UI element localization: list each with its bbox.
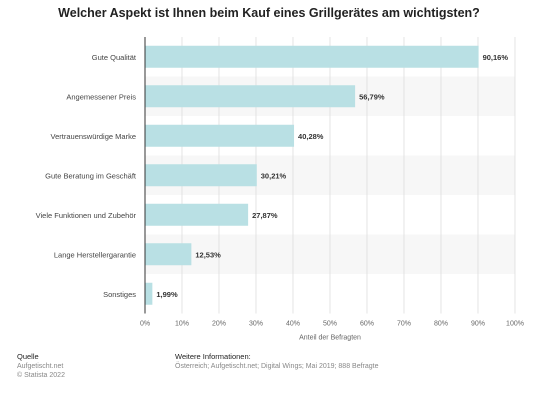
info-heading: Weitere Informationen: bbox=[175, 352, 251, 361]
bar bbox=[145, 282, 153, 305]
info-text: Österreich; Aufgetischt.net; Digital Win… bbox=[175, 362, 379, 370]
bar bbox=[145, 85, 356, 108]
bar bbox=[145, 45, 479, 68]
category-label: Sonstiges bbox=[103, 290, 136, 299]
bar bbox=[145, 124, 295, 147]
x-tick-label: 30% bbox=[249, 321, 263, 328]
data-label: 40,28% bbox=[298, 132, 324, 141]
category-label: Gute Beratung im Geschäft bbox=[45, 171, 137, 180]
data-label: 12,53% bbox=[195, 250, 221, 259]
x-tick-label: 0% bbox=[140, 321, 150, 328]
bar bbox=[145, 243, 192, 266]
x-tick-label: 60% bbox=[360, 321, 374, 328]
bar bbox=[145, 164, 257, 187]
data-label: 30,21% bbox=[261, 171, 287, 180]
data-label: 90,16% bbox=[483, 53, 509, 62]
data-label: 56,79% bbox=[359, 92, 385, 101]
data-label: 27,87% bbox=[252, 211, 278, 220]
x-axis-title: Anteil der Befragten bbox=[299, 335, 361, 342]
source-line: Aufgetischt.net bbox=[17, 362, 64, 370]
category-label: Lange Herstellergarantie bbox=[54, 250, 136, 259]
x-tick-label: 100% bbox=[506, 321, 524, 328]
x-tick-label: 50% bbox=[323, 321, 337, 328]
x-tick-label: 10% bbox=[175, 321, 189, 328]
bar bbox=[145, 203, 249, 226]
source-heading: Quelle bbox=[17, 352, 39, 361]
info-block: Weitere Informationen: Österreich; Aufge… bbox=[175, 352, 379, 371]
category-label: Angemessener Preis bbox=[66, 92, 136, 101]
copyright-line: © Statista 2022 bbox=[17, 372, 65, 379]
data-label: 1,99% bbox=[156, 290, 178, 299]
x-tick-label: 70% bbox=[397, 321, 411, 328]
x-tick-label: 20% bbox=[212, 321, 226, 328]
x-tick-label: 40% bbox=[286, 321, 300, 328]
category-label: Gute Qualität bbox=[92, 53, 137, 62]
category-label: Vertrauenswürdige Marke bbox=[51, 132, 136, 141]
x-tick-label: 90% bbox=[471, 321, 485, 328]
source-block: Quelle Aufgetischt.net © Statista 2022 bbox=[17, 352, 65, 381]
category-label: Viele Funktionen und Zubehör bbox=[36, 211, 137, 220]
x-tick-label: 80% bbox=[434, 321, 448, 328]
chart-title: Welcher Aspekt ist Ihnen beim Kauf eines… bbox=[58, 6, 480, 20]
